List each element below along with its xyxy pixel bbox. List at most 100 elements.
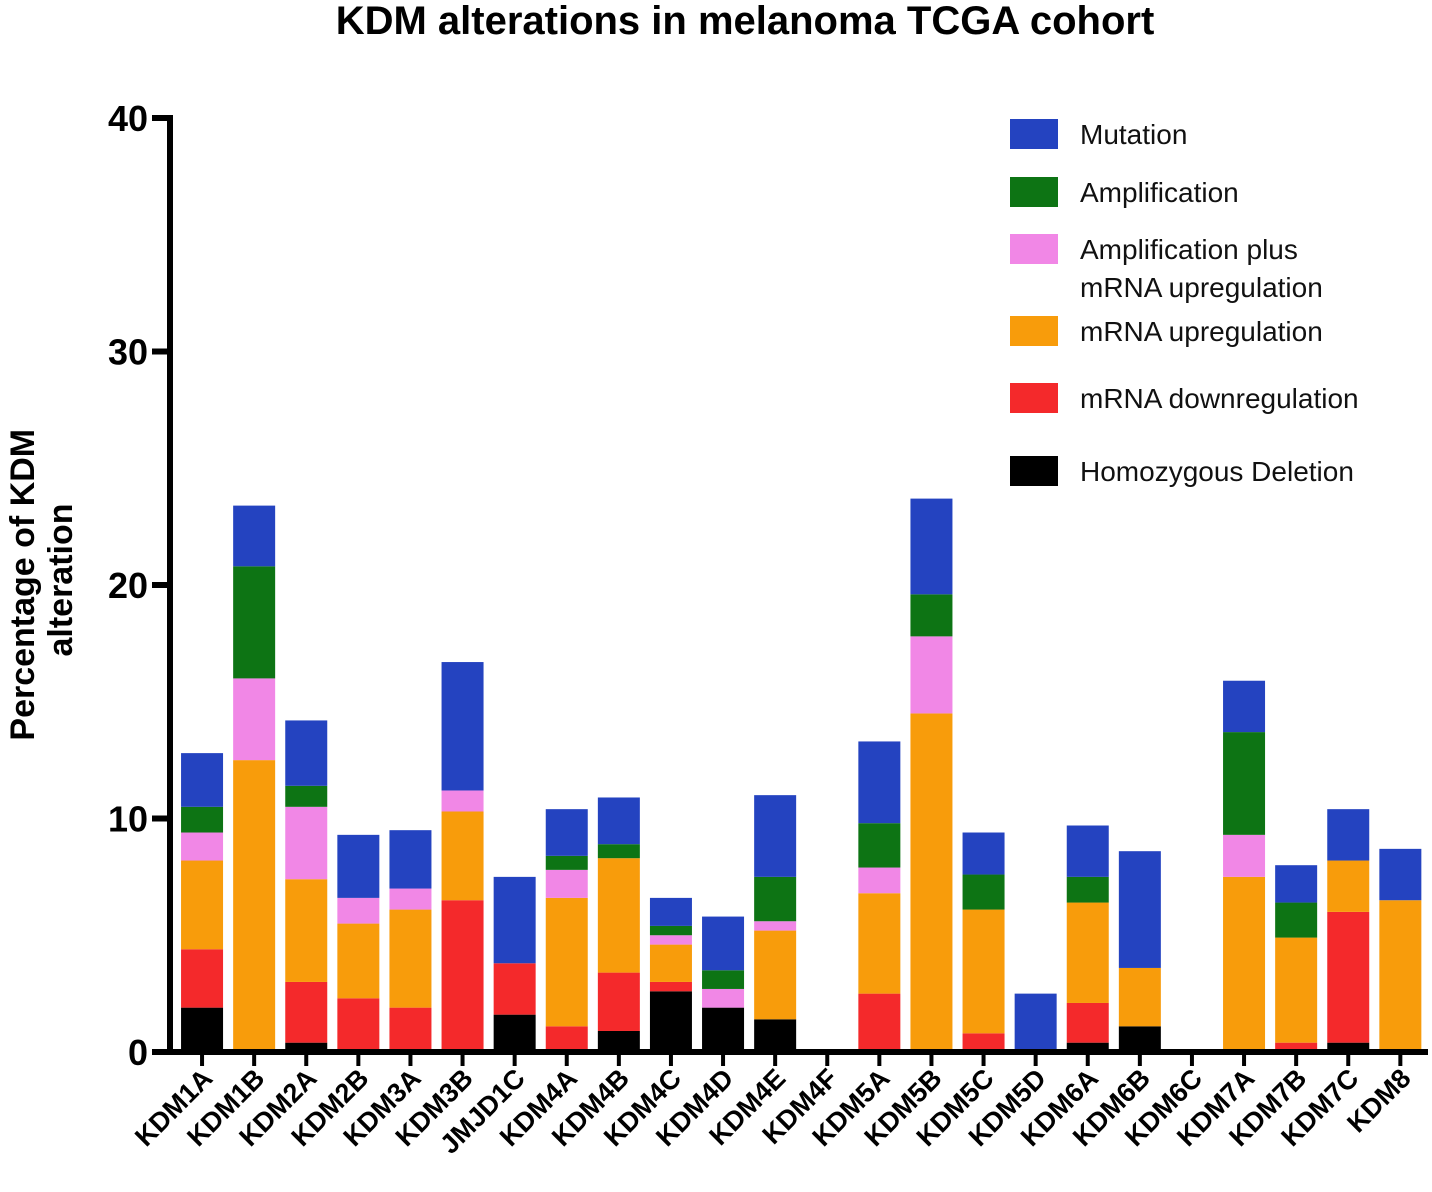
bar-KDM1B-amplification-plus-mrna-upregulation bbox=[233, 678, 276, 761]
bar-KDM3B-mrna-downregulation bbox=[441, 900, 484, 1052]
bar-KDM4D-homozygous-deletion bbox=[702, 1007, 745, 1052]
legend-swatch-amplification-plus-mrna-upregulation bbox=[1010, 234, 1058, 264]
bar-KDM4C-amplification-plus-mrna-upregulation bbox=[649, 935, 692, 945]
bar-KDM1A-amplification bbox=[181, 806, 224, 833]
bar-KDM8-mutation bbox=[1379, 848, 1422, 901]
bar-KDM5B-amplification-plus-mrna-upregulation bbox=[910, 636, 953, 714]
bar-JMJD1C-homozygous-deletion bbox=[493, 1014, 536, 1052]
bar-KDM3B-mrna-upregulation bbox=[441, 811, 484, 901]
bar-KDM4A-mrna-upregulation bbox=[545, 897, 588, 1027]
bar-KDM6B-mutation bbox=[1118, 851, 1161, 968]
bar-KDM5A-mrna-downregulation bbox=[858, 993, 901, 1052]
bar-KDM4D-mutation bbox=[702, 916, 745, 971]
bar-KDM1A-mrna-upregulation bbox=[181, 860, 224, 950]
bar-KDM4A-amplification bbox=[545, 855, 588, 870]
bar-KDM1B-amplification bbox=[233, 566, 276, 679]
legend-swatch-amplification bbox=[1010, 177, 1058, 207]
chart-title: KDM alterations in melanoma TCGA cohort bbox=[336, 0, 1155, 43]
bar-KDM4E-mrna-upregulation bbox=[754, 930, 797, 1020]
bar-KDM2B-mrna-downregulation bbox=[337, 998, 380, 1052]
bar-KDM2A-amplification-plus-mrna-upregulation bbox=[285, 806, 328, 880]
legend-swatch-mrna-downregulation bbox=[1010, 383, 1058, 413]
bar-KDM6A-homozygous-deletion bbox=[1066, 1042, 1109, 1052]
y-axis-label: Percentage of KDM alteration bbox=[4, 419, 80, 740]
y-tick-label-0: 0 bbox=[128, 1032, 148, 1073]
bar-KDM5C-amplification bbox=[962, 874, 1005, 910]
bar-KDM6A-mrna-upregulation bbox=[1066, 902, 1109, 1003]
bar-KDM7A-mutation bbox=[1223, 680, 1266, 733]
bar-KDM2A-homozygous-deletion bbox=[285, 1042, 328, 1052]
bar-KDM3A-amplification-plus-mrna-upregulation bbox=[389, 888, 432, 910]
bar-KDM4C-mrna-upregulation bbox=[649, 944, 692, 982]
bar-KDM7B-mrna-downregulation bbox=[1275, 1042, 1318, 1052]
bar-KDM5C-mutation bbox=[962, 832, 1005, 875]
bar-KDM4A-amplification-plus-mrna-upregulation bbox=[545, 869, 588, 898]
legend-swatch-mrna-upregulation bbox=[1010, 316, 1058, 346]
legend: Mutation Amplification Amplification plus m… bbox=[1010, 119, 1359, 487]
bar-KDM4A-mutation bbox=[545, 809, 588, 856]
bar-KDM4D-amplification bbox=[702, 970, 745, 989]
bar-KDM2A-mutation bbox=[285, 720, 328, 786]
y-tick-label-20: 20 bbox=[108, 565, 148, 606]
bar-KDM3A-mrna-downregulation bbox=[389, 1007, 432, 1052]
bar-KDM5B-amplification bbox=[910, 594, 953, 637]
legend-label-mrna-downregulation: mRNA downregulation bbox=[1080, 383, 1359, 414]
bar-KDM7B-amplification bbox=[1275, 902, 1318, 938]
bar-KDM5A-amplification-plus-mrna-upregulation bbox=[858, 867, 901, 894]
bar-KDM7B-mutation bbox=[1275, 865, 1318, 903]
bar-KDM1B-mutation bbox=[233, 505, 276, 567]
bar-KDM4B-homozygous-deletion bbox=[597, 1030, 640, 1052]
bar-JMJD1C-mutation bbox=[493, 876, 536, 964]
bar-KDM2A-mrna-upregulation bbox=[285, 879, 328, 982]
legend-label-mutation: Mutation bbox=[1080, 119, 1187, 150]
bar-KDM7A-amplification bbox=[1223, 732, 1266, 835]
bar-KDM4D-amplification-plus-mrna-upregulation bbox=[702, 988, 745, 1008]
bar-KDM4E-amplification bbox=[754, 876, 797, 922]
legend-swatch-homozygous-deletion bbox=[1010, 456, 1058, 486]
bar-KDM4A-mrna-downregulation bbox=[545, 1026, 588, 1052]
bar-KDM7A-mrna-upregulation bbox=[1223, 876, 1266, 1052]
bar-KDM6A-amplification bbox=[1066, 876, 1109, 903]
bar-KDM4E-amplification-plus-mrna-upregulation bbox=[754, 921, 797, 931]
bar-KDM6B-mrna-upregulation bbox=[1118, 967, 1161, 1027]
bar-JMJD1C-mrna-downregulation bbox=[493, 963, 536, 1015]
legend-label-mrna-upregulation: mRNA upregulation bbox=[1080, 316, 1323, 347]
legend-label-homozygous-deletion: Homozygous Deletion bbox=[1080, 456, 1354, 487]
y-tick-label-30: 30 bbox=[108, 332, 148, 373]
bar-KDM6A-mrna-downregulation bbox=[1066, 1002, 1109, 1043]
bar-KDM2A-amplification bbox=[285, 785, 328, 807]
bar-KDM5B-mrna-upregulation bbox=[910, 713, 953, 1052]
bar-KDM1A-amplification-plus-mrna-upregulation bbox=[181, 832, 224, 861]
bar-KDM5A-mutation bbox=[858, 741, 901, 824]
bar-KDM4B-mrna-upregulation bbox=[597, 858, 640, 973]
bar-KDM3A-mutation bbox=[389, 830, 432, 889]
bar-KDM2B-amplification-plus-mrna-upregulation bbox=[337, 897, 380, 924]
y-axis-label-line-1: Percentage of KDM bbox=[4, 429, 42, 741]
bar-KDM5B-mutation bbox=[910, 498, 953, 595]
bar-KDM7C-mrna-upregulation bbox=[1327, 860, 1370, 912]
bar-KDM2B-mutation bbox=[337, 834, 380, 898]
bar-KDM8-mrna-upregulation bbox=[1379, 900, 1422, 1052]
bar-KDM7A-amplification-plus-mrna-upregulation bbox=[1223, 834, 1266, 877]
bar-KDM1B-mrna-upregulation bbox=[233, 760, 276, 1052]
bar-KDM7C-homozygous-deletion bbox=[1327, 1042, 1370, 1052]
bar-KDM2A-mrna-downregulation bbox=[285, 981, 328, 1043]
bar-KDM4C-mutation bbox=[649, 897, 692, 926]
bar-KDM5C-mrna-downregulation bbox=[962, 1033, 1005, 1052]
bar-KDM1A-homozygous-deletion bbox=[181, 1007, 224, 1052]
bar-KDM4C-mrna-downregulation bbox=[649, 981, 692, 992]
bar-KDM7C-mrna-downregulation bbox=[1327, 911, 1370, 1043]
bar-KDM4E-mutation bbox=[754, 795, 797, 877]
bar-KDM6B-homozygous-deletion bbox=[1118, 1026, 1161, 1052]
bar-KDM1A-mrna-downregulation bbox=[181, 949, 224, 1008]
y-tick-label-40: 40 bbox=[108, 98, 148, 139]
bar-KDM6A-mutation bbox=[1066, 825, 1109, 877]
bar-KDM4B-mrna-downregulation bbox=[597, 972, 640, 1031]
bar-KDM1A-mutation bbox=[181, 753, 224, 807]
bar-KDM2B-mrna-upregulation bbox=[337, 923, 380, 999]
bar-KDM3B-amplification-plus-mrna-upregulation bbox=[441, 790, 484, 812]
legend-label-amplification: Amplification bbox=[1080, 177, 1239, 208]
y-tick-label-10: 10 bbox=[108, 799, 148, 840]
